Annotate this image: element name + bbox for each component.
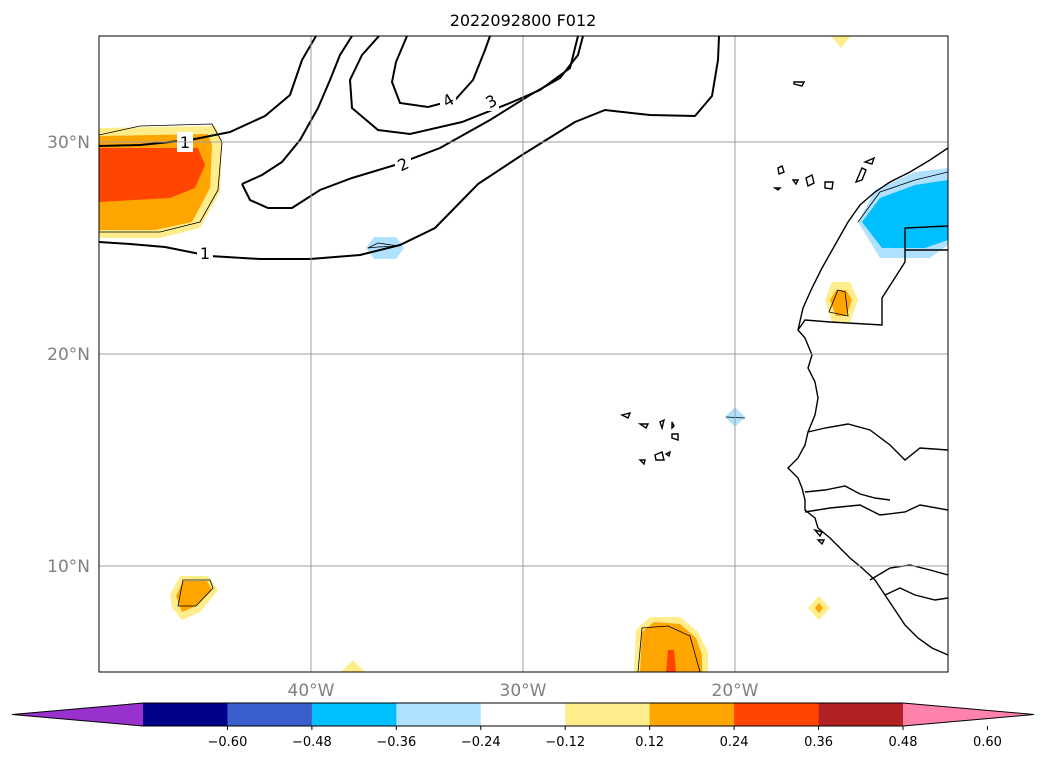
colorbar-extend-high — [903, 703, 1034, 726]
colorbar-tick-label: −0.12 — [545, 735, 585, 750]
lon-label-20w: 20°W — [712, 681, 759, 701]
colorbar-outline — [11, 702, 1035, 727]
colorbar-tick-label: 0.48 — [889, 735, 918, 750]
colorbar-segment — [396, 703, 482, 726]
colorbar-tick-label: 0.60 — [973, 735, 1002, 750]
anomaly-outlines — [99, 123, 948, 672]
colorbar-segment — [480, 703, 566, 726]
colorbar: −0.60 −0.48 −0.36 −0.24 −0.12 0.12 0.24 0.36 0.4… — [11, 702, 1035, 750]
colorbar-tick-label: 0.24 — [720, 735, 749, 750]
colorbar-tick-label: −0.36 — [376, 735, 416, 750]
contour-label-1-south: 1 — [200, 244, 210, 263]
gridlines — [99, 36, 948, 672]
colorbar-tick-label: 0.12 — [635, 735, 664, 750]
colorbar-segment — [734, 703, 820, 726]
colorbar-segment — [649, 703, 735, 726]
colorbar-tick-label: 0.36 — [804, 735, 833, 750]
colorbar-tick-label: −0.24 — [461, 735, 501, 750]
lon-label-40w: 40°W — [288, 681, 335, 701]
colorbar-tick-label: −0.60 — [208, 735, 248, 750]
lon-label-30w: 30°W — [500, 681, 547, 701]
colorbar-segment — [565, 703, 651, 726]
lat-label-30n: 30°N — [47, 133, 90, 153]
map-frame — [98, 35, 949, 673]
colorbar-segment — [818, 703, 904, 726]
figure-title: 2022092800 F012 — [450, 11, 597, 30]
lat-label-10n: 10°N — [47, 557, 90, 577]
colorbar-tick-label: −0.48 — [292, 735, 332, 750]
coastlines — [619, 81, 948, 656]
colorbar-segment — [143, 703, 228, 726]
map-plot-area: 1 2 3 4 1 — [99, 36, 948, 672]
lat-label-20n: 20°N — [47, 345, 90, 365]
colorbar-segment — [227, 703, 313, 726]
contour-labels: 1 2 3 4 1 — [177, 90, 500, 263]
colorbar-extend-low — [12, 703, 143, 726]
colorbar-segment — [311, 703, 397, 726]
